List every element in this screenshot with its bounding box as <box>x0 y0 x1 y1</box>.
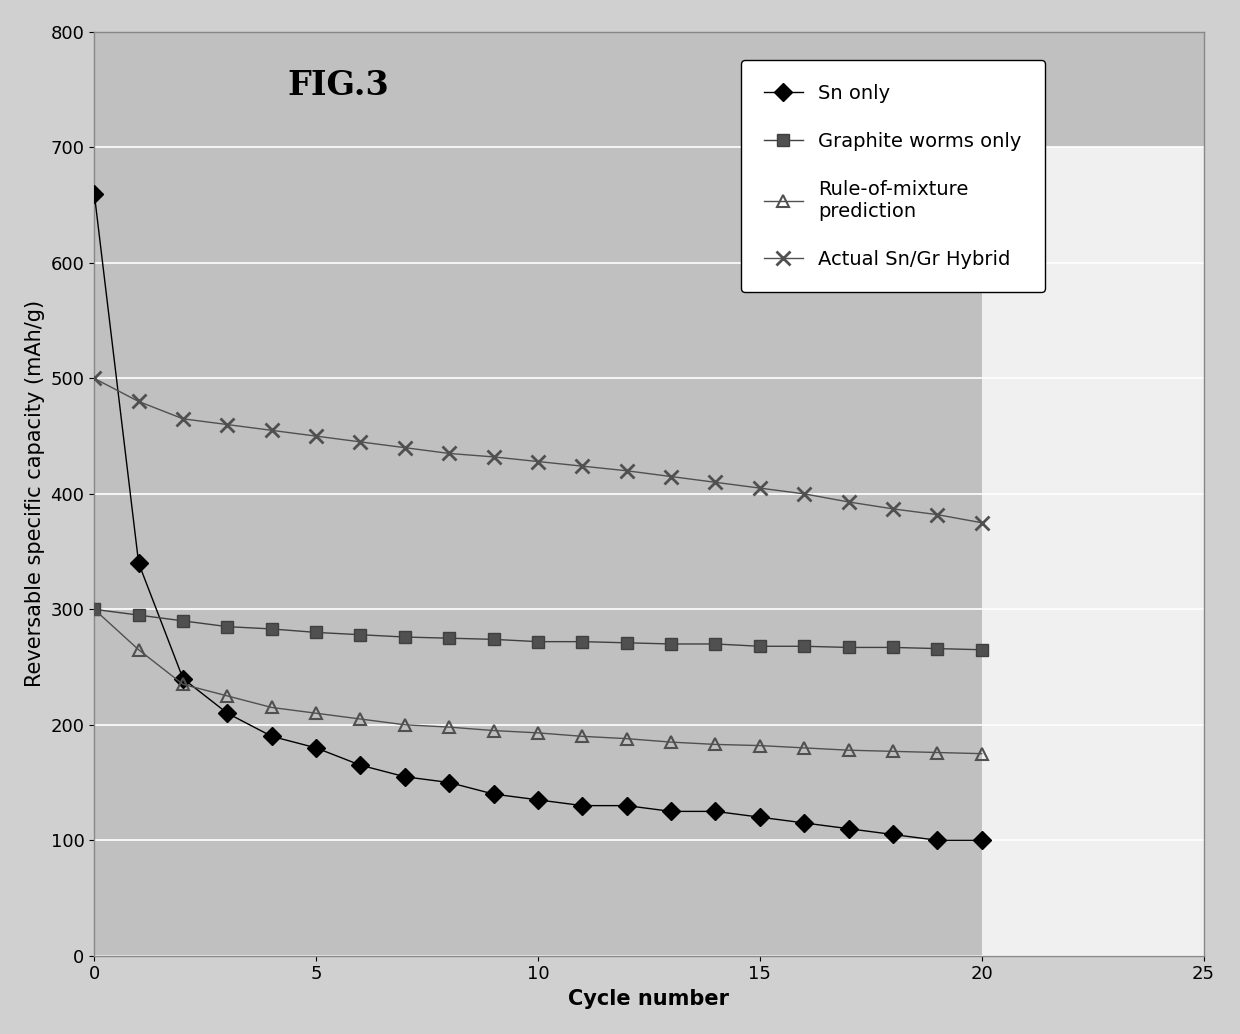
Actual Sn/Gr Hybrid <box>797 488 812 500</box>
Sn only <box>531 794 546 807</box>
Sn only <box>663 805 678 818</box>
Sn only <box>841 822 856 834</box>
Actual Sn/Gr Hybrid <box>975 517 990 529</box>
Sn only <box>87 187 102 200</box>
Graphite worms only <box>353 629 368 641</box>
Sn only <box>131 557 146 570</box>
Graphite worms only <box>219 620 234 633</box>
Y-axis label: Reversable specific capacity (mAh/g): Reversable specific capacity (mAh/g) <box>25 300 45 688</box>
Sn only <box>708 805 723 818</box>
Sn only <box>441 777 456 789</box>
Actual Sn/Gr Hybrid <box>753 482 768 494</box>
Actual Sn/Gr Hybrid <box>663 470 678 483</box>
Sn only <box>309 741 324 754</box>
Rule-of-mixture
prediction <box>619 732 634 744</box>
Graphite worms only <box>264 622 279 635</box>
Sn only <box>486 788 501 800</box>
Actual Sn/Gr Hybrid <box>219 419 234 431</box>
Graphite worms only <box>708 638 723 650</box>
Actual Sn/Gr Hybrid <box>397 442 412 454</box>
Rule-of-mixture
prediction <box>797 741 812 754</box>
Line: Sn only: Sn only <box>88 187 988 847</box>
Sn only <box>619 799 634 812</box>
Rule-of-mixture
prediction <box>219 690 234 702</box>
Graphite worms only <box>309 627 324 639</box>
Graphite worms only <box>131 609 146 621</box>
Actual Sn/Gr Hybrid <box>87 372 102 385</box>
Rule-of-mixture
prediction <box>663 736 678 749</box>
Graphite worms only <box>619 637 634 649</box>
Rule-of-mixture
prediction <box>264 701 279 713</box>
Graphite worms only <box>441 632 456 644</box>
Rule-of-mixture
prediction <box>176 678 191 691</box>
Sn only <box>753 811 768 823</box>
Sn only <box>397 770 412 783</box>
Sn only <box>930 834 945 847</box>
Rule-of-mixture
prediction <box>87 603 102 615</box>
Rule-of-mixture
prediction <box>397 719 412 731</box>
Line: Rule-of-mixture
prediction: Rule-of-mixture prediction <box>88 603 988 760</box>
Actual Sn/Gr Hybrid <box>486 451 501 463</box>
Sn only <box>219 707 234 720</box>
Graphite worms only <box>930 642 945 655</box>
Actual Sn/Gr Hybrid <box>930 509 945 521</box>
Graphite worms only <box>397 631 412 643</box>
Rule-of-mixture
prediction <box>309 707 324 720</box>
Rule-of-mixture
prediction <box>753 739 768 752</box>
Line: Graphite worms only: Graphite worms only <box>89 604 987 656</box>
Rule-of-mixture
prediction <box>353 712 368 725</box>
Rule-of-mixture
prediction <box>531 727 546 739</box>
Rule-of-mixture
prediction <box>841 744 856 757</box>
Actual Sn/Gr Hybrid <box>885 503 900 515</box>
Actual Sn/Gr Hybrid <box>575 460 590 473</box>
Graphite worms only <box>841 641 856 653</box>
Graphite worms only <box>486 633 501 645</box>
Graphite worms only <box>531 636 546 648</box>
Rule-of-mixture
prediction <box>486 725 501 737</box>
Graphite worms only <box>885 641 900 653</box>
Graphite worms only <box>797 640 812 652</box>
Bar <box>94 32 982 955</box>
Sn only <box>885 828 900 841</box>
Graphite worms only <box>975 643 990 656</box>
Sn only <box>975 834 990 847</box>
Legend: Sn only, Graphite worms only, Rule-of-mixture
prediction, Actual Sn/Gr Hybrid: Sn only, Graphite worms only, Rule-of-mi… <box>740 60 1045 293</box>
Rule-of-mixture
prediction <box>975 748 990 760</box>
Rule-of-mixture
prediction <box>441 721 456 733</box>
Actual Sn/Gr Hybrid <box>353 435 368 448</box>
Rule-of-mixture
prediction <box>131 643 146 656</box>
Rule-of-mixture
prediction <box>708 738 723 751</box>
Graphite worms only <box>663 638 678 650</box>
Sn only <box>575 799 590 812</box>
Text: FIG.3: FIG.3 <box>288 69 389 102</box>
Sn only <box>264 730 279 742</box>
Bar <box>982 32 1204 148</box>
Actual Sn/Gr Hybrid <box>619 464 634 477</box>
Rule-of-mixture
prediction <box>575 730 590 742</box>
Graphite worms only <box>575 636 590 648</box>
Actual Sn/Gr Hybrid <box>131 395 146 407</box>
Actual Sn/Gr Hybrid <box>309 430 324 443</box>
Rule-of-mixture
prediction <box>885 746 900 758</box>
Actual Sn/Gr Hybrid <box>264 424 279 436</box>
X-axis label: Cycle number: Cycle number <box>568 989 729 1009</box>
Graphite worms only <box>87 603 102 615</box>
Actual Sn/Gr Hybrid <box>531 455 546 467</box>
Graphite worms only <box>176 614 191 627</box>
Actual Sn/Gr Hybrid <box>841 495 856 508</box>
Actual Sn/Gr Hybrid <box>441 448 456 460</box>
Actual Sn/Gr Hybrid <box>176 413 191 425</box>
Graphite worms only <box>753 640 768 652</box>
Rule-of-mixture
prediction <box>930 747 945 759</box>
Actual Sn/Gr Hybrid <box>708 476 723 488</box>
Line: Actual Sn/Gr Hybrid: Actual Sn/Gr Hybrid <box>87 371 988 529</box>
Sn only <box>797 817 812 829</box>
Sn only <box>176 672 191 685</box>
Sn only <box>353 759 368 771</box>
